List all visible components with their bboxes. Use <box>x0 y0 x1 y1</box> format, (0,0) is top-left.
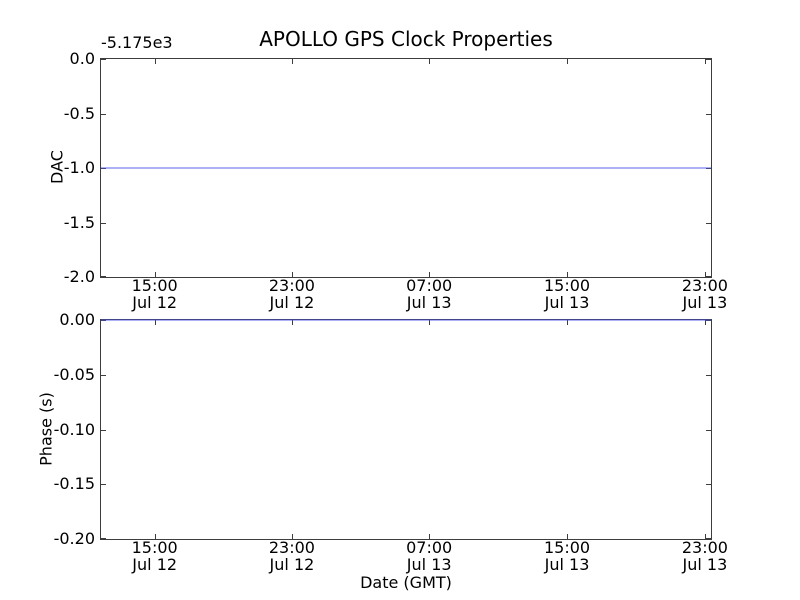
x-tick-date: Jul 13 <box>682 292 728 312</box>
series-line-dac <box>101 167 711 169</box>
y-tick-label: -2.0 <box>63 267 95 286</box>
x-tick-mark <box>567 534 569 539</box>
phase-axes: 0.00 -0.05 -0.10 -0.15 -0.20 15:00 Jul 12 23:00… <box>54 311 728 573</box>
x-tick-mark <box>567 59 569 64</box>
y-tick-label: -0.10 <box>53 419 95 439</box>
x-tick-date: Jul 12 <box>269 554 315 574</box>
x-tick-mark <box>704 320 706 325</box>
y-tick-mark <box>706 222 711 224</box>
x-tick-time: 23:00 <box>268 276 315 295</box>
x-tick-time: 07:00 <box>406 276 453 295</box>
x-tick-label: 23:00 Jul 13 <box>668 538 742 574</box>
x-tick-date: Jul 12 <box>269 292 315 312</box>
y-axis-offset-text: -5.175e3 <box>101 33 173 52</box>
y-tick-label: -0.05 <box>53 364 95 384</box>
x-tick-time: 15:00 <box>543 538 591 557</box>
y-tick-mark <box>706 113 711 115</box>
x-tick-time: 07:00 <box>406 538 453 557</box>
x-tick-time: 23:00 <box>681 276 728 295</box>
x-tick-mark <box>704 272 706 277</box>
x-tick-time: 15:00 <box>543 276 591 295</box>
y-tick-mark <box>706 429 711 431</box>
y-tick-mark <box>101 59 106 60</box>
x-tick-mark <box>704 59 706 64</box>
x-tick-mark <box>429 534 431 539</box>
y-tick-mark <box>101 374 106 376</box>
x-tick-label: 23:00 Jul 12 <box>255 538 329 574</box>
x-tick-mark <box>567 320 569 325</box>
x-tick-date: Jul 13 <box>406 292 452 312</box>
x-tick-date: Jul 12 <box>132 554 178 574</box>
x-tick-date: Jul 13 <box>544 292 590 312</box>
y-tick-mark <box>101 484 106 486</box>
x-tick-mark <box>291 59 293 64</box>
x-tick-label: 15:00 Jul 12 <box>118 538 192 574</box>
y-tick-label: -0.20 <box>53 529 95 548</box>
x-tick-date: Jul 13 <box>544 554 590 574</box>
x-tick-label: 15:00 Jul 13 <box>530 538 604 574</box>
y-tick-mark <box>706 320 711 321</box>
y-tick-label: -1.0 <box>63 158 95 177</box>
chart-title: APOLLO GPS Clock Properties <box>259 27 553 51</box>
x-tick-time: 23:00 <box>268 538 315 557</box>
y-tick-mark <box>101 113 106 115</box>
x-tick-date: Jul 13 <box>682 554 728 574</box>
x-tick-time: 15:00 <box>131 276 178 295</box>
x-tick-label: 15:00 Jul 13 <box>530 276 604 312</box>
y-tick-mark <box>706 374 711 376</box>
x-tick-mark <box>154 534 156 539</box>
x-tick-time: 15:00 <box>131 538 178 557</box>
y-tick-label: -0.5 <box>63 103 95 123</box>
x-tick-mark <box>291 272 293 277</box>
y-tick-mark <box>101 276 106 277</box>
y-tick-mark <box>706 276 711 277</box>
x-tick-label: 23:00 Jul 13 <box>668 276 742 312</box>
y-tick-mark <box>101 222 106 224</box>
y-tick-mark <box>101 538 106 539</box>
x-tick-mark <box>429 59 431 64</box>
y-tick-mark <box>101 168 106 169</box>
x-tick-mark <box>291 534 293 539</box>
x-axis-label: Date (GMT) <box>360 573 452 592</box>
y-tick-mark <box>706 538 711 539</box>
y-tick-label: -1.5 <box>63 212 95 232</box>
x-tick-mark <box>154 59 156 64</box>
x-tick-label: 23:00 Jul 12 <box>255 276 329 312</box>
y-tick-label: 0.00 <box>59 310 95 329</box>
x-tick-mark <box>429 320 431 325</box>
y-tick-mark <box>101 429 106 431</box>
y-tick-label: -0.15 <box>53 474 95 494</box>
x-tick-mark <box>291 320 293 325</box>
x-tick-mark <box>429 272 431 277</box>
x-tick-mark <box>704 534 706 539</box>
x-tick-mark <box>154 272 156 277</box>
y-tick-label: 0.0 <box>69 49 95 68</box>
x-tick-label: 15:00 Jul 12 <box>118 276 192 312</box>
x-tick-mark <box>567 272 569 277</box>
y-tick-mark <box>706 168 711 169</box>
x-tick-label: 07:00 Jul 13 <box>392 276 466 312</box>
dac-axes: 0.0 -0.5 -1.0 -1.5 -2.0 15:00 Jul 12 23:00 Jul 1… <box>64 50 728 311</box>
y-tick-mark <box>706 484 711 486</box>
x-tick-date: Jul 13 <box>406 554 452 574</box>
x-tick-time: 23:00 <box>681 538 728 557</box>
y-tick-mark <box>706 59 711 60</box>
y-tick-mark <box>101 320 106 321</box>
x-tick-mark <box>154 320 156 325</box>
x-tick-date: Jul 12 <box>132 292 178 312</box>
x-tick-label: 07:00 Jul 13 <box>392 538 466 574</box>
series-line-phase <box>101 319 711 321</box>
